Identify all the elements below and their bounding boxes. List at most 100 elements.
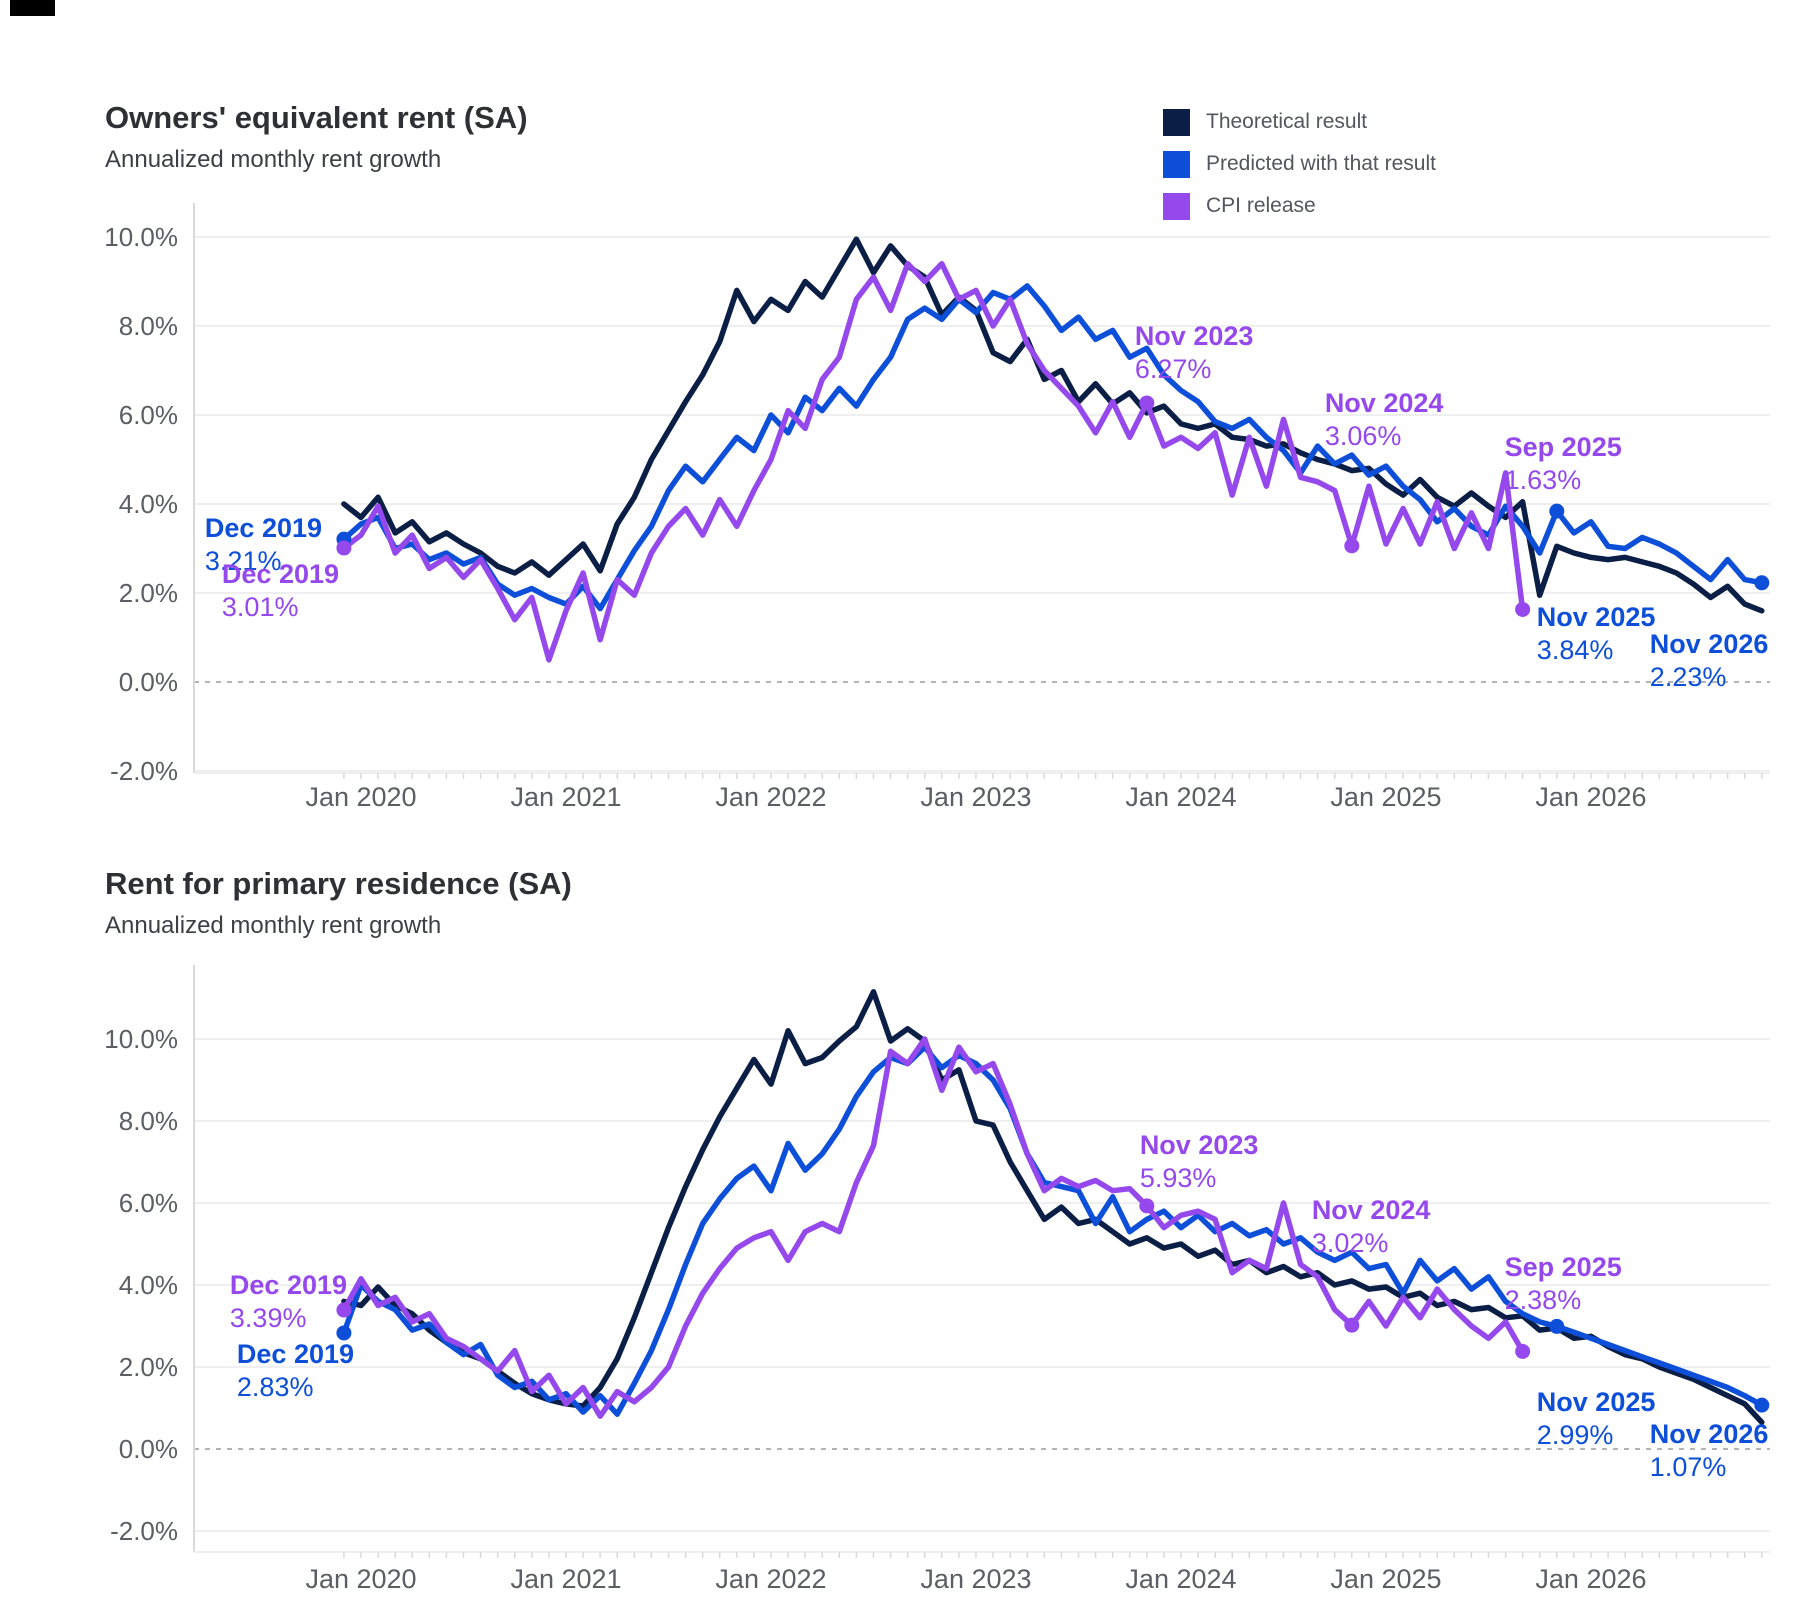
annotation-date-label: Nov 2025 (1536, 1387, 1656, 1418)
chart1-annotation-nov-2023-cpi: Nov 2023 6.27% (1135, 320, 1254, 386)
chart1-ytick-label: -2.0% (110, 756, 178, 786)
legend-swatch-theoretical (1163, 108, 1190, 136)
legend-item-theoretical: Theoretical result (1163, 108, 1436, 136)
chart2-xtick-label: Jan 2024 (1125, 1564, 1236, 1594)
annotation-value-label: 1.07% (1649, 1452, 1727, 1483)
legend-item-predicted: Predicted with that result (1163, 150, 1436, 178)
chart1-series-cpi (341, 260, 1526, 663)
chart2-annotation-dec-2019-predicted: Dec 2019 2.83% (237, 1338, 354, 1404)
chart1-dot-nov-2024 (1344, 538, 1360, 554)
chart1-dot-nov-2025 (1549, 503, 1565, 519)
chart2-series-cpi (341, 1036, 1526, 1419)
chart2-ytick-label: 10.0% (104, 1024, 178, 1054)
chart1-dot-dec-2019 (336, 540, 352, 556)
chart2-dot-nov-2026 (1754, 1397, 1770, 1413)
legend-swatch-cpi (1163, 192, 1190, 220)
legend-swatch-predicted (1163, 150, 1190, 178)
annotation-date-label: Nov 2026 (1649, 628, 1769, 659)
chart1-series-predicted (341, 283, 1765, 612)
chart2-ytick-label: 4.0% (119, 1270, 178, 1300)
annotation-value-label: 6.27% (1134, 353, 1212, 384)
chart1-annotation-nov-2026-predicted: Nov 2026 2.23% (1650, 628, 1769, 694)
legend: Theoretical result Predicted with that re… (1163, 108, 1436, 234)
chart1-annotation-nov-2024-cpi: Nov 2024 3.06% (1325, 387, 1444, 453)
chart2-xtick-label: Jan 2022 (715, 1564, 826, 1594)
annotation-date-label: Dec 2019 (204, 513, 323, 544)
chart2-annotation-sep-2025-cpi: Sep 2025 2.38% (1505, 1251, 1622, 1317)
annotation-date-label: Sep 2025 (1504, 432, 1622, 463)
chart2-xtick-label: Jan 2020 (305, 1564, 416, 1594)
chart1-xtick-label: Jan 2022 (715, 782, 826, 812)
annotation-value-label: 5.93% (1139, 1162, 1217, 1193)
chart2-annotation-nov-2024-cpi: Nov 2024 3.02% (1312, 1194, 1431, 1260)
annotation-date-label: Nov 2025 (1536, 602, 1656, 633)
chart1-dot-nov-2026 (1754, 575, 1770, 591)
chart1-ytick-label: 4.0% (119, 489, 178, 519)
chart2-annotation-nov-2026-predicted: Nov 2026 1.07% (1650, 1418, 1769, 1484)
chart2-annotation-nov-2023-cpi: Nov 2023 5.93% (1140, 1129, 1259, 1195)
chart2-annotation-nov-2025-predicted: Nov 2025 2.99% (1537, 1386, 1656, 1452)
chart2-series-theoretical (341, 989, 1765, 1426)
chart1-annotation-dec-2019-predicted: Dec 2019 3.21% (205, 512, 322, 578)
chart1-dot-sep-2025 (1515, 601, 1531, 617)
chart2-ytick-label: -2.0% (110, 1516, 178, 1546)
chart2-dot-nov-2023 (1139, 1198, 1155, 1214)
legend-label-cpi: CPI release (1206, 194, 1316, 217)
chart1-ytick-label: 0.0% (119, 667, 178, 697)
legend-item-cpi: CPI release (1163, 192, 1436, 220)
chart2-xtick-label: Jan 2023 (920, 1564, 1031, 1594)
annotation-date-label: Nov 2023 (1134, 320, 1254, 351)
annotation-date-label: Sep 2025 (1504, 1252, 1622, 1283)
chart2-dot-sep-2025 (1515, 1343, 1531, 1359)
annotation-value-label: 2.83% (236, 1371, 314, 1402)
legend-label-predicted: Predicted with that result (1206, 152, 1436, 175)
annotation-value-label: 1.63% (1504, 465, 1582, 496)
annotation-value-label: 3.06% (1324, 420, 1402, 451)
chart1-xtick-label: Jan 2024 (1125, 782, 1236, 812)
chart1-title: Owners' equivalent rent (SA) (105, 100, 528, 135)
annotation-value-label: 3.02% (1311, 1228, 1389, 1259)
chart1-ytick-label: 6.0% (119, 400, 178, 430)
annotation-date-label: Dec 2019 (236, 1338, 355, 1369)
annotation-value-label: 2.38% (1504, 1285, 1582, 1316)
chart2-xtick-label: Jan 2025 (1330, 1564, 1441, 1594)
chart1-ytick-label: 2.0% (119, 578, 178, 608)
annotation-date-label: Nov 2023 (1139, 1129, 1259, 1160)
chart1-ytick-label: 8.0% (119, 311, 178, 341)
chart1-xtick-label: Jan 2021 (510, 782, 621, 812)
chart2-series-predicted (341, 1044, 1765, 1417)
chart2-ytick-label: 0.0% (119, 1434, 178, 1464)
chart1-subtitle: Annualized monthly rent growth (105, 146, 442, 173)
chart2-dot-nov-2025 (1549, 1318, 1565, 1334)
corner-mark (10, 0, 55, 16)
chart1-ytick-label: 10.0% (104, 222, 178, 252)
chart2-subtitle: Annualized monthly rent growth (105, 912, 442, 939)
annotation-value-label: 2.23% (1649, 661, 1727, 692)
annotation-value-label: 2.99% (1536, 1420, 1614, 1451)
chart2-title: Rent for primary residence (SA) (105, 866, 572, 901)
chart2-xtick-label: Jan 2026 (1535, 1564, 1646, 1594)
chart1-xtick-label: Jan 2020 (305, 782, 416, 812)
annotation-date-label: Nov 2024 (1324, 387, 1444, 418)
chart1-xtick-label: Jan 2026 (1535, 782, 1646, 812)
annotation-date-label: Dec 2019 (229, 1270, 348, 1300)
chart2-annotation-dec-2019-cpi: Dec 2019 3.39% (230, 1269, 347, 1335)
annotation-value-label: 3.01% (221, 592, 299, 623)
chart2-dot-dec-2019 (336, 1325, 352, 1341)
chart2-ytick-label: 8.0% (119, 1106, 178, 1136)
chart1-annotation-sep-2025-cpi: Sep 2025 1.63% (1505, 431, 1622, 497)
annotation-value-label: 3.84% (1536, 635, 1614, 666)
chart2-xtick-label: Jan 2021 (510, 1564, 621, 1594)
chart2-dot-dec-2019 (336, 1302, 352, 1318)
chart1-xtick-label: Jan 2025 (1330, 782, 1441, 812)
chart1-series-theoretical (341, 236, 1765, 614)
chart2-ytick-label: 2.0% (119, 1352, 178, 1382)
chart1-annotation-nov-2025-predicted: Nov 2025 3.84% (1537, 601, 1656, 667)
chart2-ytick-label: 6.0% (119, 1188, 178, 1218)
chart1-annotation-dec-2019-cpi: Dec 2019 3.01% (222, 558, 339, 624)
annotation-value-label: 3.39% (229, 1303, 307, 1333)
chart2-dot-nov-2024 (1344, 1317, 1360, 1333)
legend-label-theoretical: Theoretical result (1206, 110, 1368, 133)
